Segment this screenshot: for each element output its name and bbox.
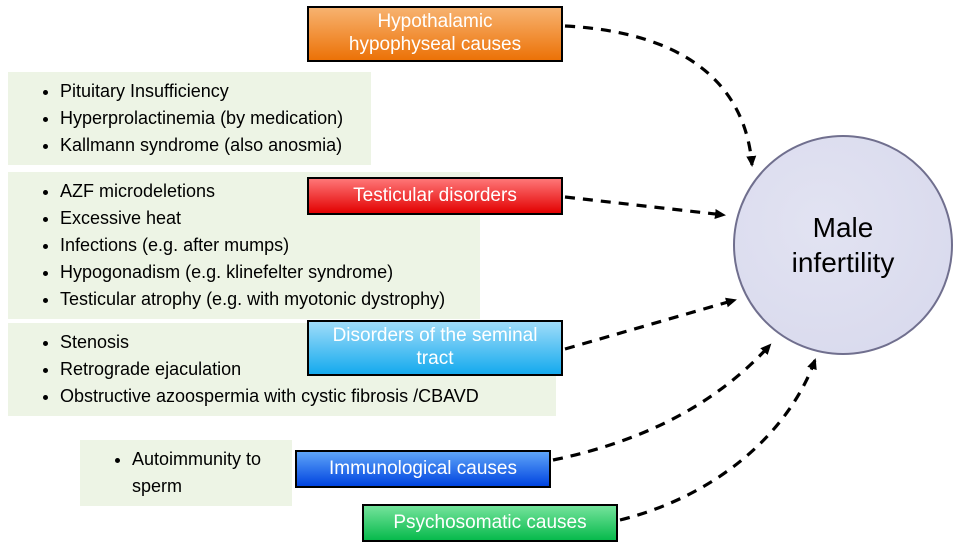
cause-box-seminal-tract: Disorders of the seminaltract — [307, 320, 563, 376]
bullet-item: Autoimmunity to sperm — [132, 446, 288, 500]
arrow-psycho — [620, 360, 815, 520]
cause-box-immunological: Immunological causes — [295, 450, 551, 488]
cause-label: Testicular disorders — [353, 185, 517, 208]
cause-box-testicular: Testicular disorders — [307, 177, 563, 215]
bullet-item: Obstructive azoospermia with cystic fibr… — [60, 383, 552, 410]
bullet-item: Pituitary Insufficiency — [60, 78, 367, 105]
arrow-testicular — [565, 197, 724, 215]
bullet-item: Infections (e.g. after mumps) — [60, 232, 476, 259]
arrow-immuno — [553, 345, 770, 460]
bullet-item: Kallmann syndrome (also anosmia) — [60, 132, 367, 159]
bullet-item: Hyperprolactinemia (by medication) — [60, 105, 367, 132]
cause-box-hypothalamic: Hypothalamichypophyseal causes — [307, 6, 563, 62]
arrow-seminal — [565, 300, 735, 349]
bullet-item: Testicular atrophy (e.g. with myotonic d… — [60, 286, 476, 313]
target-label: Maleinfertility — [792, 210, 895, 280]
target-male-infertility: Maleinfertility — [733, 135, 953, 355]
arrow-hypo — [565, 26, 752, 165]
cause-label: Disorders of the seminaltract — [333, 325, 538, 371]
diagram-canvas: { "diagram": { "title": "Causes of male … — [0, 0, 973, 555]
cause-label: Immunological causes — [329, 458, 517, 481]
cause-label: Psychosomatic causes — [393, 512, 586, 535]
bullet-item: Hypogonadism (e.g. klinefelter syndrome) — [60, 259, 476, 286]
cause-label: Hypothalamichypophyseal causes — [349, 11, 521, 57]
cause-box-psychosomatic: Psychosomatic causes — [362, 504, 618, 542]
bullets-immunological: Autoimmunity to sperm — [80, 440, 292, 506]
bullets-hypothalamic: Pituitary InsufficiencyHyperprolactinemi… — [8, 72, 371, 165]
